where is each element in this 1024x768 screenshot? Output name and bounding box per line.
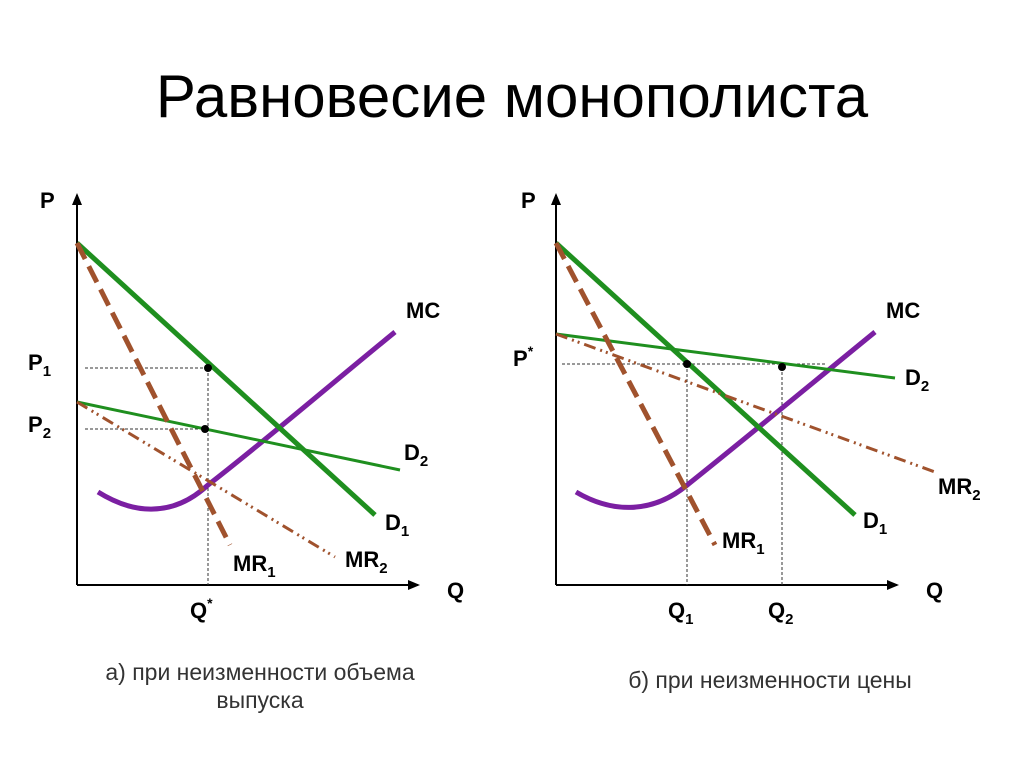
left-mr-1-label: MR1 xyxy=(233,551,276,581)
right-mr-2-label: MR2 xyxy=(938,474,981,504)
right-quantity-2-label: Q2 xyxy=(768,598,793,628)
right-demand-1-line xyxy=(554,241,857,517)
left-y-axis-label: P xyxy=(40,188,55,213)
right-point-q2 xyxy=(778,363,786,371)
right-quantity-1-label: Q1 xyxy=(668,598,693,628)
right-price-label: P* xyxy=(513,343,534,371)
left-price-1-label: P1 xyxy=(28,350,51,380)
left-mr-1-line xyxy=(74,241,233,547)
right-panel-caption: б) при неизменности цены xyxy=(628,667,912,693)
left-mr-2-line xyxy=(76,400,336,559)
right-x-axis-label: Q xyxy=(926,578,943,603)
right-panel: P Q P* Q1 Q2 MC D2 MR2 D1 MR1 xyxy=(513,188,981,628)
right-mr-1-line xyxy=(553,241,718,547)
right-mc-label: MC xyxy=(886,298,920,323)
right-demand-2-line xyxy=(555,332,896,380)
left-point-p1 xyxy=(204,364,212,372)
right-mr-2-line xyxy=(555,332,936,474)
left-price-2-label: P2 xyxy=(28,412,51,442)
page-title: Равновесие монополиста xyxy=(155,63,869,130)
left-demand-1-label: D1 xyxy=(385,510,409,540)
left-caption-line-1: а) при неизменности объема xyxy=(105,659,415,685)
left-quantity-label: Q* xyxy=(190,595,213,623)
right-mc-curve xyxy=(574,330,877,510)
right-mr-1-label: MR1 xyxy=(722,528,765,558)
left-demand-1-line xyxy=(75,241,377,517)
right-demand-1-label: D1 xyxy=(863,508,887,538)
right-demand-2-label: D2 xyxy=(905,365,929,395)
left-point-p2 xyxy=(201,425,209,433)
left-caption-line-2: выпуска xyxy=(216,687,304,713)
left-x-axis-label: Q xyxy=(447,578,464,603)
left-mc-label: MC xyxy=(406,298,440,323)
left-demand-2-label: D2 xyxy=(404,440,428,470)
right-point-q1 xyxy=(683,360,691,368)
left-demand-2-line xyxy=(76,400,401,472)
left-mc-curve xyxy=(96,330,397,512)
right-y-axis-label: P xyxy=(521,188,536,213)
left-mr-2-label: MR2 xyxy=(345,547,388,577)
left-panel: P Q P1 P2 Q* MC D2 D1 MR1 MR2 xyxy=(28,188,464,623)
left-panel-caption: а) при неизменности объема выпуска xyxy=(60,658,460,714)
